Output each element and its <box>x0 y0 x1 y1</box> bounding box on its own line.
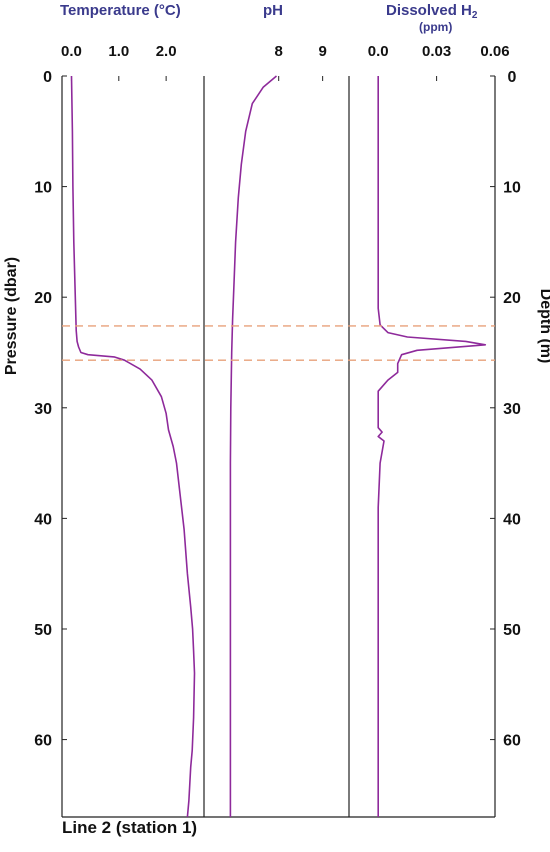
left-y-tick-label: 10 <box>34 180 52 197</box>
left-y-tick-label: 40 <box>34 511 52 528</box>
left-y-tick-label: 20 <box>34 290 52 307</box>
temperature-panel-title: Temperature (°C) <box>60 2 181 19</box>
h2-title-text: Dissolved H <box>386 2 472 19</box>
station-caption: Line 2 (station 1) <box>62 818 198 837</box>
dissolved_h2-x-tick-label: 0.06 <box>480 43 509 60</box>
dissolved_h2-x-tick-label: 0.0 <box>368 43 389 60</box>
dissolved_h2-profile-line <box>377 76 487 817</box>
right-y-axis-title: Depth (m) <box>537 289 550 364</box>
right-y-tick-label: 0 <box>508 69 517 86</box>
h2-panel-title: Dissolved H2 <box>386 2 477 21</box>
pH-x-tick-label: 8 <box>275 43 283 60</box>
h2-title-subscript: 2 <box>471 10 478 21</box>
left-y-axis-title: Pressure (dbar) <box>3 257 20 375</box>
left-y-tick-label: 50 <box>34 622 52 639</box>
right-y-tick-label: 10 <box>503 180 521 197</box>
left-y-tick-label: 0 <box>43 69 52 86</box>
dissolved_h2-x-tick-label: 0.03 <box>422 43 451 60</box>
right-y-tick-label: 60 <box>503 733 521 750</box>
pH-x-tick-label: 9 <box>318 43 326 60</box>
ph-panel-title: pH <box>263 2 283 19</box>
temperature-profile-line <box>70 75 196 818</box>
pH-profile-line <box>229 75 278 817</box>
temperature-x-tick-label: 0.0 <box>61 43 82 60</box>
h2-panel-unit: (ppm) <box>419 20 453 34</box>
right-y-tick-label: 50 <box>503 622 521 639</box>
temperature-x-tick-label: 2.0 <box>156 43 177 60</box>
left-y-tick-label: 30 <box>34 401 52 418</box>
right-y-tick-label: 40 <box>503 511 521 528</box>
left-y-tick-label: 60 <box>34 733 52 750</box>
right-y-tick-label: 20 <box>503 290 521 307</box>
temperature-x-tick-label: 1.0 <box>108 43 129 60</box>
right-y-tick-label: 30 <box>503 401 521 418</box>
